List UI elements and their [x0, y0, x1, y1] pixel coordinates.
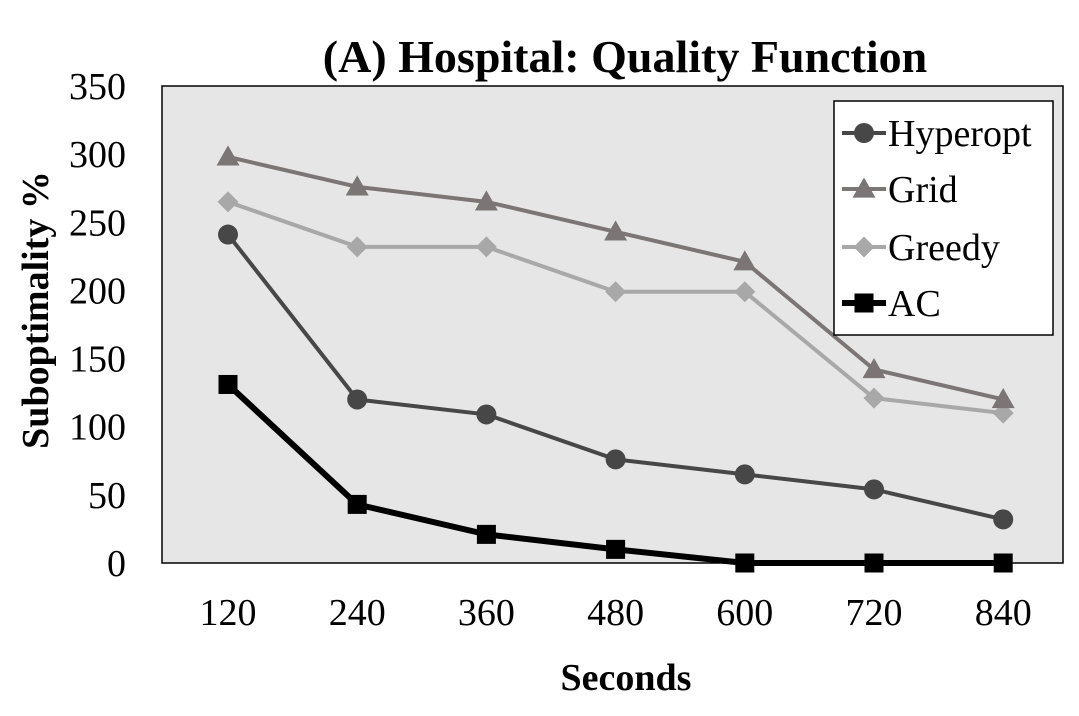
- x-tick-label: 240: [329, 592, 386, 634]
- data-point: [346, 236, 368, 258]
- y-tick-label: 350: [69, 66, 126, 108]
- legend-item: Greedy: [842, 227, 1000, 269]
- y-tick-label: 200: [69, 270, 126, 312]
- legend: Hyperopt Grid Greedy AC: [833, 100, 1054, 336]
- y-tick-label: 50: [88, 475, 126, 517]
- data-point: [735, 553, 755, 573]
- data-point: [217, 191, 239, 213]
- series-grid: [216, 145, 1015, 409]
- series-hyperopt: [218, 224, 1014, 530]
- x-axis-title: Seconds: [561, 657, 692, 699]
- x-tick-label: 720: [846, 592, 903, 634]
- series-ac: [218, 374, 1013, 573]
- x-tick-label: 480: [587, 592, 644, 634]
- y-tick-label: 0: [107, 543, 126, 585]
- data-point: [605, 281, 627, 303]
- data-point: [476, 404, 497, 425]
- legend-item: Grid: [842, 169, 958, 211]
- data-point: [474, 190, 498, 211]
- legend-label: Greedy: [888, 227, 1000, 269]
- y-tick-label: 100: [69, 407, 126, 449]
- data-point: [993, 509, 1014, 530]
- data-point: [734, 464, 755, 485]
- legend-item: AC: [842, 283, 941, 325]
- legend-marker: [854, 123, 874, 143]
- chart-title: (A) Hospital: Quality Function: [323, 31, 927, 82]
- data-point: [733, 250, 757, 271]
- data-point: [862, 357, 886, 379]
- data-point: [476, 524, 496, 544]
- legend-label: AC: [888, 283, 941, 325]
- data-point: [218, 374, 238, 394]
- data-point: [864, 553, 884, 573]
- legend-label: Grid: [888, 169, 958, 211]
- x-tick-labels: 120 240 360 480 600 720 840: [200, 592, 1032, 634]
- data-point: [216, 145, 240, 166]
- legend-marker: [854, 293, 874, 313]
- series-greedy: [217, 191, 1014, 424]
- data-point: [345, 175, 369, 196]
- data-point: [863, 387, 885, 409]
- x-tick-label: 600: [716, 592, 773, 634]
- y-tick-label: 250: [69, 202, 126, 244]
- data-point: [606, 539, 626, 559]
- legend-item: Hyperopt: [842, 113, 1032, 155]
- data-point: [734, 281, 756, 303]
- legend-marker: [853, 236, 875, 258]
- series-layer: [216, 145, 1015, 573]
- data-point: [347, 389, 368, 410]
- data-point: [991, 387, 1015, 409]
- data-point: [218, 224, 238, 245]
- data-point: [604, 220, 628, 241]
- data-point: [475, 236, 497, 258]
- y-tick-label: 300: [69, 134, 126, 176]
- y-tick-label: 150: [69, 339, 126, 381]
- x-tick-label: 120: [200, 592, 257, 634]
- data-point: [347, 494, 367, 514]
- x-tick-label: 360: [458, 592, 515, 634]
- data-point: [993, 553, 1013, 573]
- x-tick-label: 840: [975, 592, 1032, 634]
- legend-label: Hyperopt: [888, 113, 1032, 155]
- y-tick-labels: 0 50 100 150 200 250 300 350: [69, 66, 126, 585]
- legend-marker: [852, 177, 876, 198]
- data-point: [605, 449, 626, 470]
- y-axis-title: Suboptimality %: [15, 171, 57, 449]
- data-point: [864, 479, 884, 500]
